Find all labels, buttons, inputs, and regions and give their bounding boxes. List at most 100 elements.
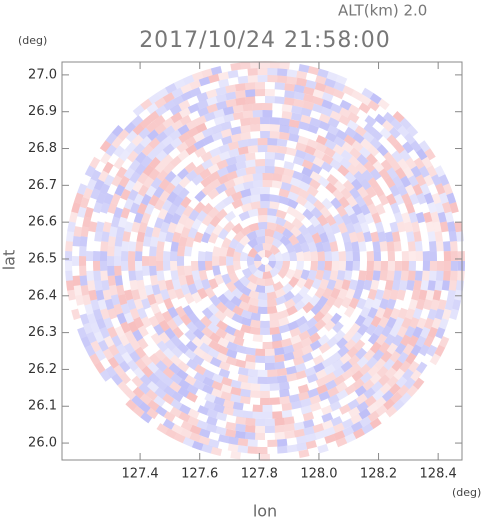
echo-cell [220,128,233,138]
echo-cell [230,386,242,396]
echo-cell [457,270,465,281]
echo-cell [309,340,322,351]
echo-cell [295,315,308,327]
echo-cell [118,175,130,188]
echo-cell [354,125,367,137]
echo-cell [265,263,273,273]
echo-cell [170,212,182,225]
echo-cell [94,361,106,374]
echo-cell [383,151,395,164]
echo-cell [242,181,254,190]
echo-cell [269,61,280,69]
echo-cell [86,251,94,261]
echo-cell [391,150,403,163]
echo-cell [155,360,168,373]
echo-cell [141,256,150,266]
echo-cell [265,425,275,433]
echo-cell [139,393,152,406]
echo-cell [410,344,422,357]
echo-cell [206,96,218,106]
echo-cell [373,251,382,261]
echo-cell [94,280,103,291]
echo-cell [288,133,300,143]
echo-cell [247,304,259,314]
echo-cell [314,82,327,92]
echo-cell [161,154,174,166]
echo-cell [93,308,103,321]
echo-cell [280,181,292,192]
echo-cell [237,146,249,155]
echo-cell [286,444,298,453]
echo-cell [262,271,273,280]
echo-cell [189,79,202,90]
echo-cell [405,352,417,365]
echo-cell [399,149,411,162]
echo-cell [138,221,148,233]
echo-cell [271,180,283,189]
echo-cell [298,188,310,200]
echo-cell [262,411,273,420]
echo-cell [397,325,408,338]
echo-cell [406,125,419,137]
echo-cell [379,127,392,140]
echo-cell [315,369,328,380]
echo-cell [124,388,137,401]
echo-cell [415,211,426,224]
echo-cell [250,61,261,69]
echo-cell [342,179,355,192]
echo-cell [364,212,375,225]
echo-cell [162,143,175,156]
echo-cell [303,200,316,212]
echo-cell [246,255,255,267]
echo-cell [218,151,231,161]
echo-cell [446,192,457,205]
echo-cell [129,307,140,320]
echo-cell [126,298,137,311]
echo-cell [431,192,442,205]
echo-cell [177,168,189,180]
echo-cell [197,405,209,416]
echo-cell [116,166,128,179]
echo-cell [286,305,298,316]
echo-cell [455,231,464,242]
echo-cell [73,192,84,205]
echo-cell [207,163,220,175]
echo-cell [241,267,253,279]
echo-cell [381,325,393,338]
echo-cell [257,208,268,216]
echo-cell [154,349,167,361]
echo-cell [274,354,285,363]
echo-cell [322,241,332,253]
echo-cell [373,324,385,337]
echo-cell [86,270,95,281]
echo-cell [233,279,245,292]
echo-cell [412,326,423,339]
echo-cell [201,127,214,138]
echo-cell [133,298,144,310]
echo-cell [389,289,399,301]
echo-cell [356,154,369,166]
echo-cell [255,229,265,238]
echo-cell [298,285,310,298]
echo-cell [124,221,134,233]
echo-cell [101,231,110,242]
y-tick-label: 26.3 [28,325,57,340]
echo-cell [423,335,435,348]
echo-cell [324,85,336,96]
echo-cell [191,336,204,348]
echo-cell [377,231,387,243]
echo-cell [213,108,225,119]
echo-cell [161,135,174,147]
echo-cell [265,159,275,167]
echo-cell [144,284,154,296]
echo-cell [225,356,238,366]
echo-cell [327,117,340,128]
echo-cell [389,184,401,197]
echo-cell [107,275,116,286]
echo-cell [394,261,402,271]
echo-cell [167,288,178,300]
echo-cell [219,246,228,257]
echo-cell [225,428,237,438]
echo-cell [279,61,290,70]
echo-cell [336,389,349,401]
